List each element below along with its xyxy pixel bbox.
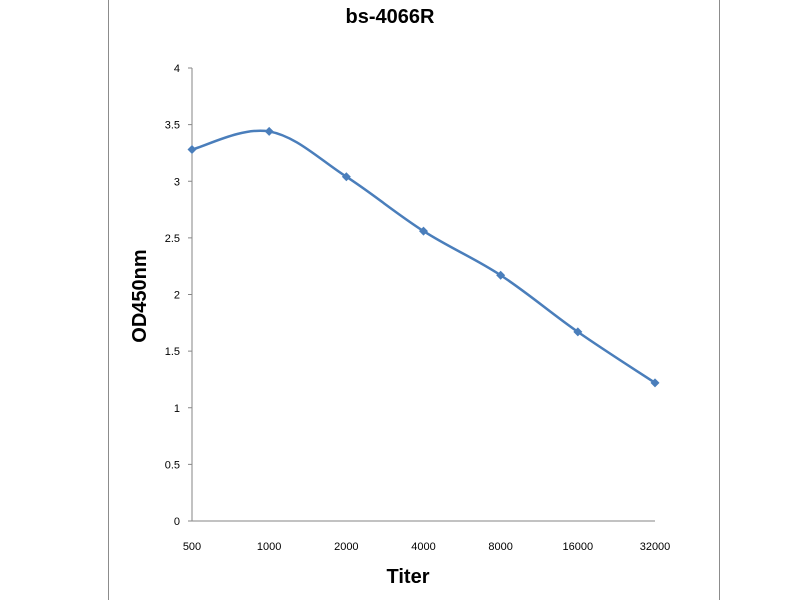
chart-title: bs-4066R (346, 6, 435, 28)
y-tick-label: 4 (174, 63, 180, 75)
y-tick-labels: 0 0.5 1 1.5 2 2.5 3 3.5 4 (165, 63, 192, 528)
data-point-marker (419, 226, 428, 236)
x-tick-labels: 500 1000 2000 4000 8000 16000 32000 (183, 541, 670, 553)
y-tick-label: 1.5 (165, 346, 180, 358)
x-tick-label: 16000 (563, 541, 594, 553)
x-tick-label: 8000 (488, 541, 512, 553)
data-point-marker (573, 327, 583, 337)
x-tick-label: 500 (183, 541, 201, 553)
y-tick-label: 3.5 (165, 120, 180, 132)
y-tick-label: 0.5 (165, 459, 180, 471)
data-point-marker (264, 126, 274, 136)
x-axis-title: Titer (387, 566, 430, 588)
axes (191, 68, 655, 522)
y-tick-label: 0 (174, 516, 180, 528)
x-tick-label: 32000 (640, 541, 671, 553)
y-tick-label: 1 (174, 403, 180, 415)
y-tick-label: 2 (174, 290, 180, 302)
y-axis-title: OD450nm (129, 249, 151, 342)
x-tick-label: 4000 (411, 541, 435, 553)
data-point-marker (187, 145, 197, 155)
data-point-marker (650, 378, 660, 388)
series-line (190, 129, 657, 385)
data-point-marker (496, 270, 506, 280)
x-tick-label: 1000 (257, 541, 281, 553)
data-point-marker (341, 172, 351, 182)
series-group (187, 126, 660, 388)
y-tick-label: 3 (174, 176, 180, 188)
y-tick-label: 2.5 (165, 233, 180, 245)
x-tick-label: 2000 (334, 541, 358, 553)
